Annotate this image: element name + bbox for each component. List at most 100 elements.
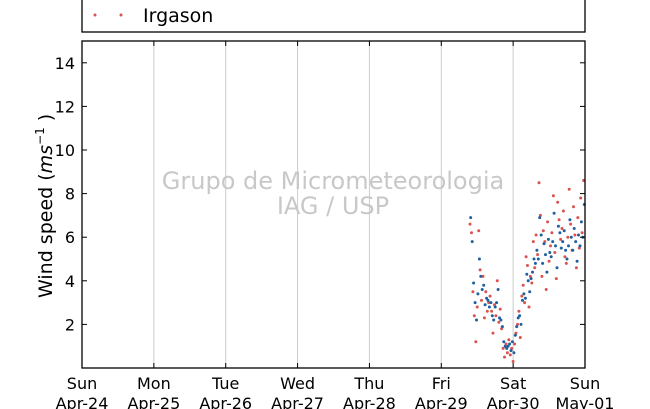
y-tick-label: 14 [55,54,75,73]
data-point [527,305,531,309]
data-point [508,342,512,346]
data-point [550,231,554,235]
data-point [494,314,498,318]
y-tick-label: 4 [65,272,75,291]
data-point [495,279,499,283]
x-tick-label-day: Sun [67,374,97,393]
data-point [483,303,487,307]
data-point [477,257,481,261]
data-points [468,179,586,363]
data-point [557,218,561,222]
data-point [578,244,582,248]
data-point [574,266,578,270]
data-point [577,233,580,237]
watermark-line-2: IAG / USP [277,192,389,220]
x-tick-label-day: Sat [500,374,526,393]
data-point [478,268,482,272]
data-point [473,301,477,305]
x-tick-label-date: Apr-30 [487,394,540,409]
legend: Irgason [81,0,586,33]
plot-area: Grupo de Micrometeorologia IAG / USP [81,40,586,369]
data-point [476,292,480,296]
data-point [536,257,540,261]
data-point [571,248,575,252]
data-point [521,283,525,287]
x-tick-label-day: Fri [432,374,451,393]
data-point [563,255,567,259]
data-point [485,296,489,300]
x-tick-label-date: Apr-27 [271,394,324,409]
data-point [567,244,570,248]
data-point [470,240,474,244]
data-point [553,251,557,254]
watermark: Grupo de Micrometeorologia IAG / USP [162,167,504,220]
data-point [475,305,479,309]
x-tick-label-date: Apr-25 [127,394,180,409]
data-point [528,290,532,294]
data-point [500,325,504,329]
data-point [554,244,557,248]
legend-marker-dot [119,13,123,17]
data-point [564,261,568,265]
x-tick-label-date: Apr-26 [199,394,252,409]
x-tick-label-date: May-01 [556,394,615,409]
data-point [562,229,566,233]
data-point [512,351,516,355]
data-point [564,248,568,252]
data-point [551,240,555,244]
data-point [544,288,548,291]
data-point [519,322,523,326]
data-point [499,318,503,322]
data-point [545,270,549,274]
vertical-gridlines [153,41,514,368]
data-point [480,288,484,291]
data-point [530,281,534,285]
data-point [534,233,538,237]
data-point [516,316,520,320]
y-tick-label: 12 [55,97,75,116]
data-point [566,235,570,239]
data-point [505,351,509,355]
x-tick-label-date: Apr-29 [415,394,468,409]
data-point [554,277,558,281]
axis-ticks [81,41,586,368]
data-point [572,227,576,230]
data-point [502,340,506,344]
data-point [538,216,542,220]
data-point [539,233,543,237]
data-point [541,261,545,265]
data-point [560,227,564,230]
data-point [558,231,562,235]
data-point [496,288,500,291]
data-point [544,253,547,257]
data-point [565,257,569,261]
data-point [524,255,528,259]
data-point [533,261,537,265]
data-point [468,222,472,226]
legend-entry-label: Irgason [143,5,213,27]
y-tick-label: 2 [65,315,75,334]
data-point [513,342,517,346]
data-point [486,298,490,302]
data-point [472,314,476,318]
x-tick-label-date: Apr-24 [56,394,109,409]
data-point [485,309,489,313]
data-point [531,240,535,244]
data-point [488,294,492,298]
data-point [556,200,560,204]
data-point [573,233,577,237]
data-point [531,270,534,274]
data-point [529,277,533,281]
y-tick-label: 8 [65,185,75,204]
data-point [546,237,550,241]
data-point [490,309,494,313]
data-point [556,224,560,228]
data-point [475,318,478,322]
data-point [525,272,529,276]
data-point [526,264,529,267]
data-point [574,240,578,244]
data-point [582,179,586,182]
data-point [523,301,527,305]
data-point [572,205,575,209]
data-point [549,244,552,248]
